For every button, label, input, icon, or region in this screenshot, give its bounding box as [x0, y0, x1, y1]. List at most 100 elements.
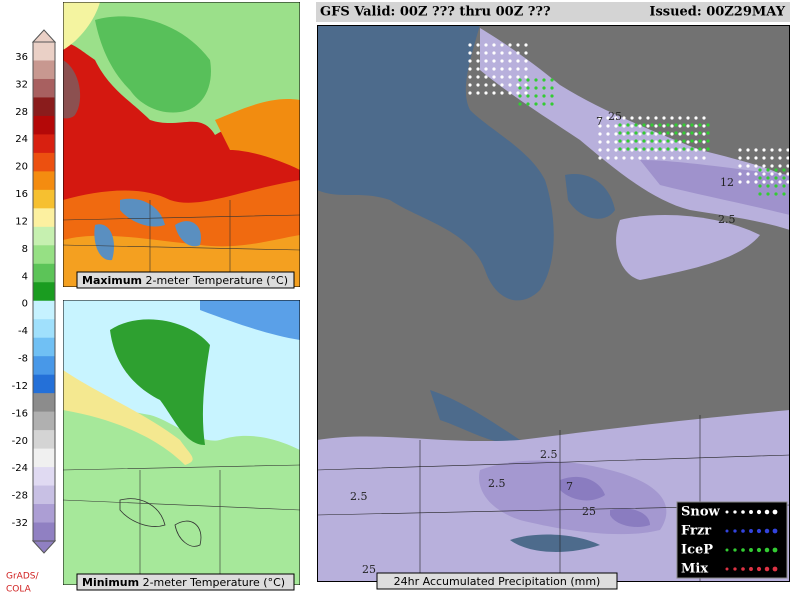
legend-swatch-dot: [756, 528, 762, 534]
precip-dot: [642, 147, 646, 151]
precip-dot: [534, 94, 538, 98]
precip-dot: [770, 148, 774, 152]
colorbar-cell: [33, 448, 55, 468]
precip-dot: [468, 83, 472, 87]
legend-swatch-dot: [764, 528, 770, 534]
legend-swatch-dot: [764, 509, 770, 515]
colorbar-cell: [33, 226, 55, 246]
legend-swatch-dot: [733, 548, 737, 552]
colorbar-cell: [33, 356, 55, 376]
colorbar-cell: [33, 97, 55, 117]
precip-dot: [598, 124, 602, 128]
precip-dot: [526, 86, 530, 90]
precip-dot: [516, 43, 520, 47]
colorbar-cell: [33, 42, 55, 61]
panel-caption: Maximum 2-meter Temperature (°C): [82, 274, 288, 287]
precip-dot: [666, 147, 670, 151]
precip-dot: [758, 192, 762, 196]
precip-dot: [654, 148, 658, 152]
colorbar-cell: [33, 300, 55, 320]
colorbar-tick-label: 0: [22, 299, 28, 310]
precip-dot: [622, 156, 626, 160]
precip-dot: [642, 139, 646, 143]
precip-dot: [542, 102, 546, 106]
precip-dot: [518, 78, 522, 82]
precip-dot: [638, 140, 642, 144]
precip-dot: [614, 116, 618, 120]
precip-dot: [622, 124, 626, 128]
precip-dot: [484, 91, 488, 95]
credit: COLA: [6, 585, 32, 595]
precip-dot: [476, 67, 480, 71]
precip-dot: [662, 132, 666, 136]
precip-dot: [654, 156, 658, 160]
precip-dot: [650, 123, 654, 127]
precip-dot: [702, 140, 706, 144]
precip-dot: [646, 132, 650, 136]
precip-dot: [770, 180, 774, 184]
precip-dot: [484, 51, 488, 55]
precip-dot: [658, 147, 662, 151]
colorbar-cell: [33, 245, 55, 265]
precip-dot: [686, 116, 690, 120]
precip-dot: [638, 156, 642, 160]
precip-dot: [778, 164, 782, 168]
precip-dot: [674, 123, 678, 127]
precip-dot: [738, 148, 742, 152]
precip-dot: [778, 156, 782, 160]
precip-dot: [738, 180, 742, 184]
precip-dot: [774, 184, 778, 188]
colorbar-cell: [33, 60, 55, 80]
precip-dot: [670, 148, 674, 152]
precip-dot: [550, 78, 554, 82]
precip-dot: [758, 184, 762, 188]
legend-swatch-dot: [772, 528, 778, 534]
precip-dot: [682, 123, 686, 127]
colorbar-cell: [33, 411, 55, 431]
legend-swatch-dot: [764, 566, 770, 572]
contour-label: 2.5: [350, 490, 368, 503]
precip-dot: [476, 43, 480, 47]
legend-label: IceP: [681, 543, 713, 558]
precip-dot: [484, 43, 488, 47]
colorbar-cell: [33, 263, 55, 283]
precip-dot: [630, 140, 634, 144]
colorbar-cell: [33, 393, 55, 413]
precip-dot: [598, 140, 602, 144]
precip-dot: [662, 124, 666, 128]
contour-label: 7: [566, 480, 573, 493]
precip-dot: [606, 156, 610, 160]
precip-dot: [638, 148, 642, 152]
contour-label: 25: [608, 110, 622, 123]
precip-dot: [686, 124, 690, 128]
precip-dot: [682, 131, 686, 135]
precip-dot: [606, 116, 610, 120]
precip-dot: [606, 148, 610, 152]
precip-dot: [550, 94, 554, 98]
precip-dot: [650, 131, 654, 135]
precip-dot: [638, 124, 642, 128]
precip-dot: [762, 164, 766, 168]
precip-dot: [682, 139, 686, 143]
precip-dot: [492, 67, 496, 71]
precip-dot: [484, 83, 488, 87]
caption-box: [76, 271, 295, 289]
precip-dot: [694, 148, 698, 152]
precip-dot: [774, 176, 778, 180]
legend-swatch-dot: [749, 510, 753, 514]
precip-dot: [706, 131, 710, 135]
precip-dot: [476, 91, 480, 95]
precip-dot: [670, 132, 674, 136]
precip-dot: [786, 164, 790, 168]
precip-dot: [524, 43, 528, 47]
precip-dot: [534, 78, 538, 82]
precip-dot: [642, 123, 646, 127]
precip-dot: [508, 67, 512, 71]
colorbar-cap: [31, 540, 57, 554]
precip-dot: [524, 59, 528, 63]
contour-label: 12: [720, 176, 734, 189]
precip-dot: [678, 116, 682, 120]
colorbar-tick-label: -12: [12, 381, 28, 392]
contour-label: 7: [596, 115, 603, 128]
